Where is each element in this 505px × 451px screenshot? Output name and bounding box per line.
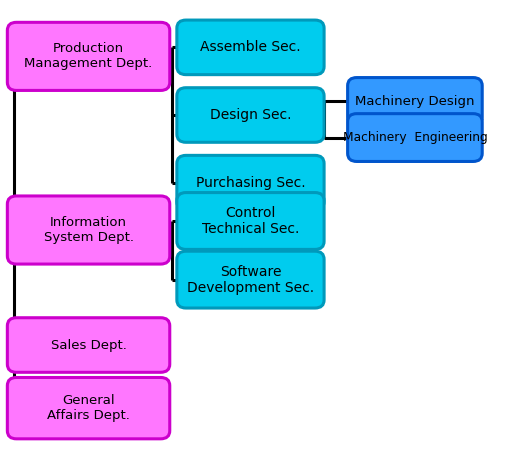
- Text: Information
System Dept.: Information System Dept.: [43, 216, 133, 244]
- FancyBboxPatch shape: [177, 155, 324, 210]
- Text: Purchasing Sec.: Purchasing Sec.: [195, 175, 305, 190]
- FancyBboxPatch shape: [177, 20, 324, 74]
- FancyBboxPatch shape: [177, 193, 324, 249]
- FancyBboxPatch shape: [8, 318, 170, 373]
- Text: Control
Technical Sec.: Control Technical Sec.: [201, 206, 298, 236]
- FancyBboxPatch shape: [8, 22, 170, 90]
- Text: Software
Development Sec.: Software Development Sec.: [186, 265, 314, 295]
- FancyBboxPatch shape: [8, 377, 170, 439]
- Text: Sales Dept.: Sales Dept.: [50, 339, 126, 351]
- Text: Machinery Design: Machinery Design: [355, 95, 474, 108]
- FancyBboxPatch shape: [177, 87, 324, 143]
- FancyBboxPatch shape: [177, 251, 324, 308]
- Text: Design Sec.: Design Sec.: [209, 108, 291, 122]
- Text: Assemble Sec.: Assemble Sec.: [200, 40, 300, 55]
- Text: Machinery  Engineering: Machinery Engineering: [342, 131, 486, 144]
- FancyBboxPatch shape: [8, 196, 170, 264]
- Text: General
Affairs Dept.: General Affairs Dept.: [47, 394, 130, 422]
- FancyBboxPatch shape: [347, 78, 481, 125]
- FancyBboxPatch shape: [347, 114, 481, 161]
- Text: Production
Management Dept.: Production Management Dept.: [24, 42, 153, 70]
